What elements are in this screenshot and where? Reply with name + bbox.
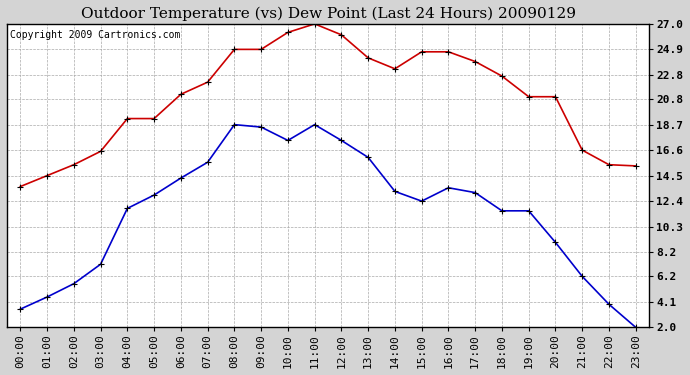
Text: Copyright 2009 Cartronics.com: Copyright 2009 Cartronics.com — [10, 30, 181, 40]
Title: Outdoor Temperature (vs) Dew Point (Last 24 Hours) 20090129: Outdoor Temperature (vs) Dew Point (Last… — [81, 7, 575, 21]
